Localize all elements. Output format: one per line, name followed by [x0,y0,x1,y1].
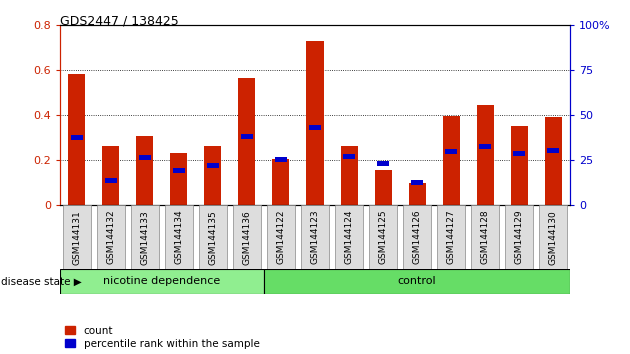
Bar [442,116,459,205]
Bar [241,134,253,139]
Text: GSM144127: GSM144127 [447,210,455,264]
Bar [275,156,287,161]
Text: GSM144124: GSM144124 [345,210,353,264]
Bar [377,161,389,166]
Bar [510,126,528,205]
Text: GSM144129: GSM144129 [515,210,524,264]
Bar [479,144,491,149]
Text: GSM144126: GSM144126 [413,210,421,264]
Text: GSM144134: GSM144134 [175,210,183,264]
Bar [207,163,219,168]
FancyBboxPatch shape [437,205,465,269]
Bar [408,183,425,205]
Bar [343,154,355,159]
FancyBboxPatch shape [505,205,533,269]
Bar [105,178,117,183]
Text: GSM144123: GSM144123 [311,210,319,264]
Bar [513,151,525,156]
Bar [272,159,289,205]
Bar [374,170,391,205]
Bar [102,145,119,205]
FancyBboxPatch shape [471,205,499,269]
Bar [71,135,83,140]
Text: control: control [398,276,437,286]
FancyBboxPatch shape [199,205,227,269]
FancyBboxPatch shape [267,205,295,269]
Bar [340,146,358,205]
Bar [445,149,457,154]
Text: GDS2447 / 138425: GDS2447 / 138425 [60,14,178,27]
Text: GSM144135: GSM144135 [209,210,217,264]
Text: GSM144132: GSM144132 [106,210,115,264]
FancyBboxPatch shape [335,205,363,269]
Bar [476,105,494,205]
FancyBboxPatch shape [403,205,431,269]
Bar [204,146,222,205]
Bar [136,137,153,205]
Bar [547,148,559,153]
Bar [411,180,423,185]
FancyBboxPatch shape [539,205,567,269]
Text: GSM144125: GSM144125 [379,210,387,264]
FancyBboxPatch shape [233,205,261,269]
Bar [306,41,324,205]
Text: GSM144128: GSM144128 [481,210,490,264]
Bar [69,74,86,205]
Bar [309,125,321,130]
Text: GSM144122: GSM144122 [277,210,285,264]
FancyBboxPatch shape [369,205,397,269]
Bar [238,79,256,205]
Text: nicotine dependence: nicotine dependence [103,276,220,286]
Legend: count, percentile rank within the sample: count, percentile rank within the sample [65,326,260,349]
FancyBboxPatch shape [264,269,570,294]
Text: GSM144130: GSM144130 [549,210,558,264]
FancyBboxPatch shape [301,205,329,269]
FancyBboxPatch shape [97,205,125,269]
FancyBboxPatch shape [165,205,193,269]
Text: disease state ▶: disease state ▶ [1,276,81,286]
FancyBboxPatch shape [60,269,264,294]
Text: GSM144136: GSM144136 [243,210,251,264]
FancyBboxPatch shape [131,205,159,269]
Text: GSM144131: GSM144131 [72,210,81,264]
Text: GSM144133: GSM144133 [140,210,149,264]
Bar [544,117,561,205]
FancyBboxPatch shape [63,205,91,269]
Bar [173,168,185,173]
Bar [170,153,188,205]
Bar [139,155,151,160]
